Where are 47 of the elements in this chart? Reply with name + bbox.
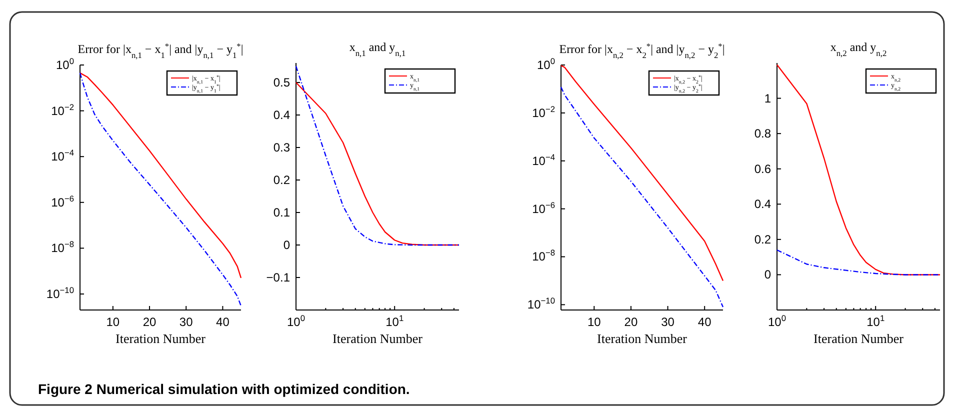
y-tick-label: 10$^{−2}$ [51,102,74,118]
x-tick-label: 40 [698,315,712,329]
y-tick-label: 0 [764,268,772,282]
x-axis-title: Iteration Number [814,331,904,346]
y-tick-label: 10$^{−4}$ [532,152,556,168]
x-axis-title: Iteration Number [116,331,206,346]
line-series [560,64,724,282]
y-tick-label: 0 [283,238,290,252]
x-tick-label: 10 [106,315,120,329]
x-tick-label: 10 [587,315,602,329]
y-tick-label: −0.1 [266,270,290,284]
x-tick-label: 30 [661,315,675,329]
x-tick-label: 40 [216,315,230,329]
line-series [560,86,724,308]
x-tick-label: 30 [179,315,194,329]
y-tick-label: 10$^{−6}$ [51,193,74,210]
x-tick-label: 20 [624,315,638,329]
y-tick-label: 10$^{0}$ [56,56,74,72]
y-tick-label: 0.8 [754,126,772,141]
x-tick-label: 10$^{1}$ [386,313,404,329]
y-tick-label: 0.1 [273,206,290,220]
y-tick-label: 10$^{−10}$ [46,284,74,301]
x-tick-label: 10$^{1}$ [866,313,885,329]
chart-title: x$_{n,2}$ and y$_{n,2}$ [830,40,887,58]
y-tick-label: 0.3 [273,140,290,154]
y-tick-label: 0.5 [273,76,290,90]
y-tick-label: 0.6 [754,162,772,176]
x-tick-label: 10$^{0}$ [286,313,306,329]
x-axis-title: Iteration Number [597,331,688,346]
x-axis-title: Iteration Number [332,331,424,346]
y-tick-label: 10$^{−6}$ [532,200,556,216]
y-tick-label: 0.2 [273,173,290,187]
y-tick-label: 10$^{−4}$ [51,148,74,164]
chart-title: Error for |x$_{n,2}$ − x$_{2}$$^{*}$| and |y$_{n,2}$ − y$_{2}$$^{*}$| [559,42,725,60]
y-tick-label: 1 [764,91,772,106]
y-tick-label: 10$^{−8}$ [51,239,74,256]
y-tick-label: 10$^{−2}$ [532,104,556,120]
y-tick-label: 0.4 [754,197,772,212]
y-tick-label: 0.2 [754,232,772,246]
y-tick-label: 0.4 [273,108,290,122]
y-tick-label: 10$^{−10}$ [527,296,556,312]
caption: Figure 2 Numerical simulation with optimized condition. [38,381,410,397]
x-tick-label: 20 [142,315,157,329]
chart-title: Error for |x$_{n,1}$ − x$_{1}$$^{*}$| and |y$_{n,1}$ − y$_{1}$$^{*}$| [78,42,244,60]
chart-title: x$_{n,1}$ and y$_{n,1}$ [349,40,406,58]
y-tick-label: 10$^{−8}$ [532,248,556,264]
y-tick-label: 10$^{0}$ [536,56,556,72]
